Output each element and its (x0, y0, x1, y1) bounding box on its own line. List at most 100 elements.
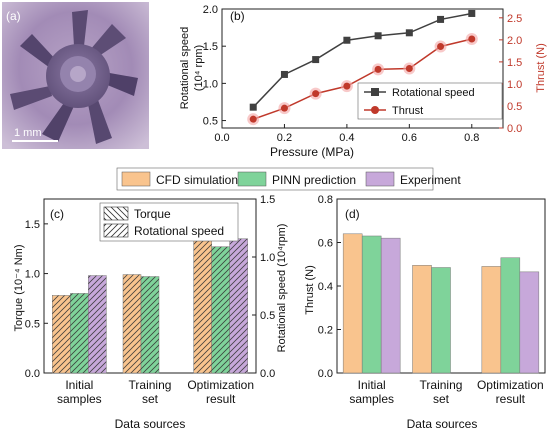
d-bar (431, 267, 451, 374)
d-bar (342, 233, 363, 374)
panel-d-label: (d) (345, 207, 360, 221)
b-y2tick-label: 0.0 (507, 123, 522, 135)
b-ytick-label: 0.5 (203, 116, 218, 128)
b-speed-point (343, 36, 351, 44)
c-y2tick-label: 0.0 (260, 368, 275, 380)
scale-bar-label: 1 mm (14, 127, 42, 139)
legend-exp: Experiment (400, 173, 461, 187)
c-y2label: Rotational speed (10⁴rpm) (276, 224, 288, 353)
d-ytick-label: 0.4 (318, 281, 333, 293)
c-bar-hatch (229, 238, 248, 373)
c-bar-hatch (88, 275, 107, 373)
b-ytick-label: 1.0 (203, 78, 218, 90)
b-series-speed-line (252, 12, 472, 108)
c-legend-swatch-torque (103, 206, 129, 221)
d-ytick-label: 0.0 (318, 368, 333, 380)
c-xtick-label: result (206, 392, 236, 406)
c-legend-speed: Rotational speed (134, 224, 224, 238)
b-xtick-label: 0.2 (277, 132, 292, 144)
d-bar (481, 266, 502, 374)
b-xlabel: Pressure (MPa) (270, 145, 354, 159)
c-xtick-label: Training (129, 378, 172, 392)
c-ylabel: Torque (10⁻⁴ Nm) (13, 245, 25, 332)
b-thrust-point (280, 104, 288, 112)
c-bar-hatch (141, 276, 159, 373)
b-speed-point (405, 29, 413, 37)
c-hatch-legend: Torque Rotational speed (99, 202, 239, 242)
b-legend-speed: Rotational speed (392, 87, 475, 99)
panel-b-chart: (b) 0.0 0.2 0.4 0.6 0.8 0.5 1.0 1.5 2.0 0.0 0.5 1.0… (179, 4, 547, 159)
b-speed-point (249, 103, 257, 111)
c-xtick-label: Optimization (187, 378, 254, 392)
d-ytick-label: 0.2 (318, 325, 333, 337)
c-y2tick-label: 1.0 (260, 252, 275, 264)
d-xtick-label: Training (420, 378, 463, 392)
b-y2tick-label: 1.0 (507, 79, 522, 91)
b-ylabel-line1: Rotational speed (179, 27, 191, 110)
b-thrust-point (249, 115, 257, 123)
c-y2tick-label: 0.5 (260, 310, 275, 322)
b-y2label: Thrust (N) (535, 43, 547, 93)
legend-pinn: PINN prediction (272, 173, 356, 187)
c-ytick-label: 0.0 (25, 368, 40, 380)
d-xtick-label: samples (349, 392, 394, 406)
b-ytick-label: 1.5 (203, 41, 218, 53)
c-bar-hatch (70, 293, 89, 373)
c-bar-hatch (52, 295, 71, 373)
top-legend: CFD simulation PINN prediction Experimen… (116, 167, 461, 191)
b-xtick-label: 0.0 (214, 132, 229, 144)
c-bar-hatch (211, 246, 230, 373)
b-thrust-point (374, 65, 382, 73)
b-legend: Rotational speed Thrust (357, 82, 503, 120)
legend-swatch-exp (365, 171, 395, 187)
panel-a-label: (a) (6, 9, 21, 23)
b-thrust-point (468, 35, 476, 43)
b-thrust-point (343, 82, 351, 90)
d-xtick-label: set (433, 392, 450, 406)
b-xtick-label: 0.8 (464, 132, 479, 144)
c-ytick-label: 0.5 (25, 318, 40, 330)
b-ytick-label: 2.0 (203, 4, 218, 16)
d-xtick-label: result (496, 392, 526, 406)
d-xtick-label: Optimization (477, 378, 544, 392)
b-speed-point (468, 9, 476, 17)
c-ytick-label: 1.0 (25, 269, 40, 281)
d-xtick-label: Initial (358, 378, 386, 392)
b-speed-point (280, 70, 288, 78)
c-bar-hatch (123, 274, 141, 373)
d-ylabel: Thrust (N) (304, 265, 316, 315)
b-xtick-label: 0.6 (402, 132, 417, 144)
d-bar (500, 257, 521, 374)
b-speed-point (312, 56, 320, 64)
b-thrust-point (405, 65, 413, 72)
b-y2tick-label: 0.5 (507, 101, 522, 113)
d-ytick-label: 0.6 (318, 238, 333, 250)
legend-swatch-cfd (121, 171, 151, 187)
c-legend-swatch-speed (103, 223, 129, 238)
b-plot-frame (221, 8, 504, 129)
d-bar (380, 237, 401, 374)
b-thrust-point (312, 90, 320, 98)
b-speed-point (374, 32, 382, 40)
c-y2tick-label: 1.5 (260, 194, 275, 206)
c-xlabel: Data sources (115, 417, 186, 431)
c-xtick-label: set (142, 392, 159, 406)
d-xlabel: Data sources (407, 417, 478, 431)
b-y2tick-label: 2.0 (507, 35, 522, 47)
d-bar (361, 235, 382, 374)
c-legend-torque: Torque (134, 207, 171, 221)
c-bar-hatch (193, 239, 212, 373)
panel-a-photo: (a) 1 mm (2, 2, 149, 149)
d-bar (519, 271, 540, 374)
b-speed-point (437, 15, 445, 23)
b-y2tick-label: 2.5 (507, 13, 522, 25)
d-ytick-label: 0.8 (318, 194, 333, 206)
panel-c-label: (c) (50, 207, 64, 221)
b-thrust-point (437, 42, 445, 50)
panel-b-label: (b) (230, 9, 245, 23)
panel-c-chart: (c) 0.0 0.5 1.0 1.5 0.0 0.5 1.0 1.5 Initialsampl… (13, 194, 288, 431)
legend-swatch-pinn (237, 171, 267, 187)
legend-cfd: CFD simulation (156, 173, 238, 187)
